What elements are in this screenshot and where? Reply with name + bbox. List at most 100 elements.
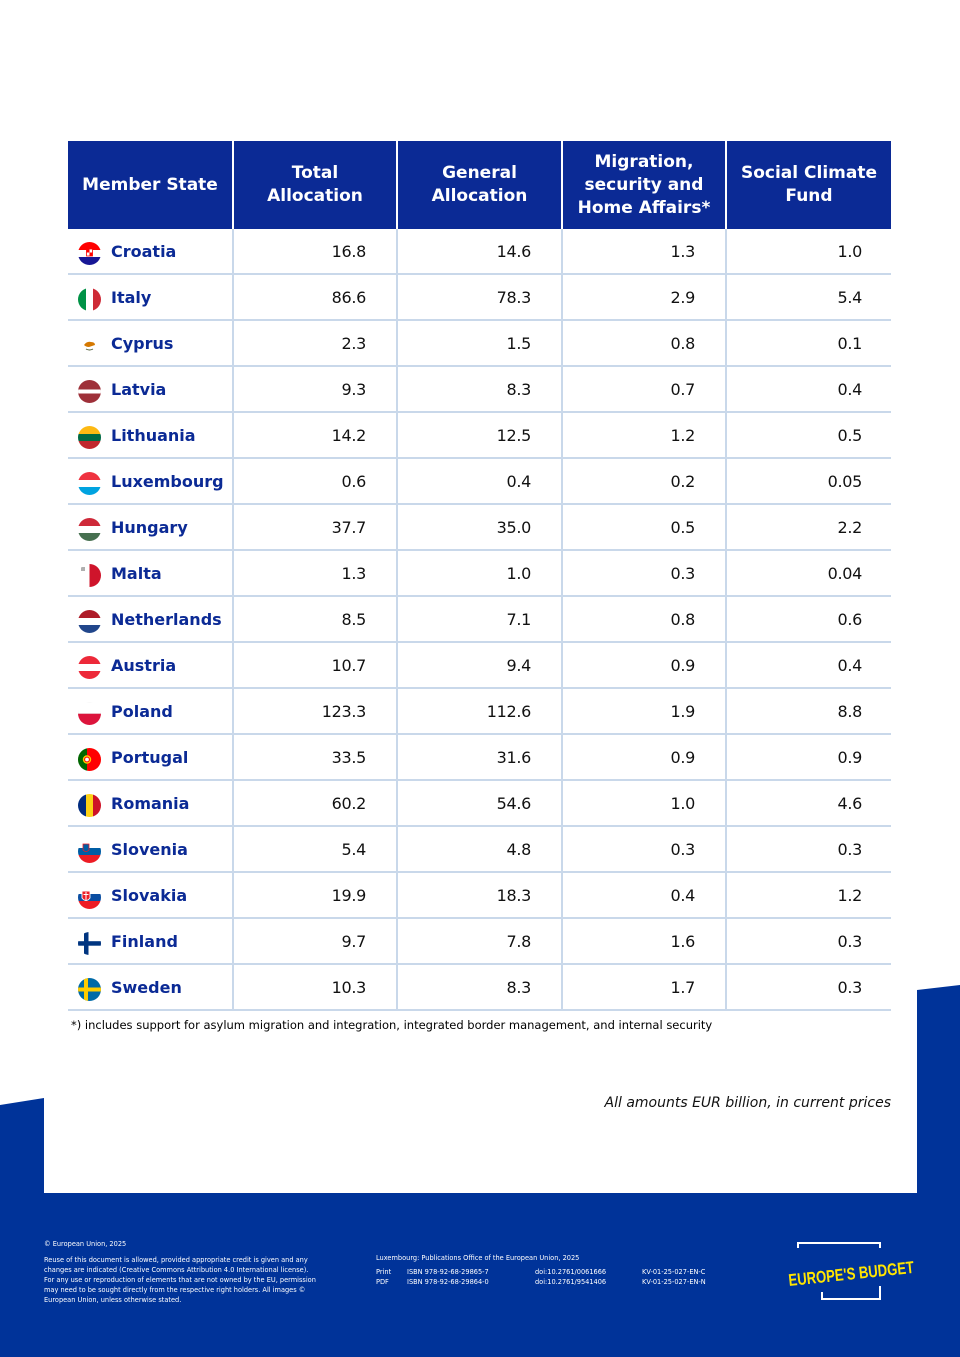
table-row: Netherlands 8.5 7.1 0.8 0.6	[68, 596, 891, 643]
allocation-table-container: Member State Total Allocation General Al…	[68, 141, 891, 1011]
cell-migration: 1.0	[562, 780, 727, 827]
cell-total-allocation: 14.2	[233, 412, 398, 459]
state-name: Luxembourg	[111, 471, 224, 491]
cell-migration: 0.8	[562, 320, 727, 367]
print-catalogue: KV-01-25-027-EN-C	[642, 1268, 706, 1276]
state-name: Slovakia	[111, 885, 188, 905]
cell-migration: 1.3	[562, 229, 727, 275]
romania-flag-icon	[78, 793, 101, 817]
poland-flag-icon	[78, 701, 101, 725]
cell-member-state: Malta	[68, 550, 234, 597]
malta-flag-icon	[78, 563, 101, 587]
footnote: *) includes support for asylum migration…	[71, 1018, 713, 1032]
cell-member-state: Slovenia	[68, 826, 234, 873]
cell-total-allocation: 37.7	[233, 504, 398, 551]
cell-member-state: Italy	[68, 274, 234, 321]
cell-total-allocation: 86.6	[233, 274, 398, 321]
cell-migration: 1.7	[562, 964, 727, 1011]
cell-total-allocation: 0.6	[233, 458, 398, 505]
table-row: Luxembourg 0.6 0.4 0.2 0.05	[68, 458, 891, 505]
cyprus-flag-icon	[78, 333, 101, 357]
cell-member-state: Hungary	[68, 504, 234, 551]
table-row: Croatia 16.8 14.6 1.3 1.0	[68, 229, 891, 275]
cell-general-allocation: 7.8	[397, 918, 563, 965]
table-row: Lithuania 14.2 12.5 1.2 0.5	[68, 412, 891, 459]
cell-social-climate: 0.04	[726, 550, 891, 597]
cell-member-state: Latvia	[68, 366, 234, 413]
print-label: Print	[376, 1268, 392, 1276]
cell-social-climate: 2.2	[726, 504, 891, 551]
state-name: Netherlands	[111, 609, 222, 629]
cell-member-state: Romania	[68, 780, 234, 827]
svg-text:EUROPE'S BUDGET: EUROPE'S BUDGET	[788, 1258, 916, 1290]
cell-general-allocation: 8.3	[397, 964, 563, 1011]
print-doi: doi:10.2761/0061666	[535, 1268, 607, 1276]
cell-social-climate: 0.4	[726, 366, 891, 413]
cell-social-climate: 0.9	[726, 734, 891, 781]
austria-flag-icon	[78, 655, 101, 679]
cell-total-allocation: 60.2	[233, 780, 398, 827]
table-row: Slovenia 5.4 4.8 0.3 0.3	[68, 826, 891, 873]
cell-total-allocation: 33.5	[233, 734, 398, 781]
cell-general-allocation: 1.0	[397, 550, 563, 597]
cell-social-climate: 1.0	[726, 229, 891, 275]
cell-member-state: Lithuania	[68, 412, 234, 459]
europes-budget-logo: EUROPE'S BUDGET	[788, 1242, 916, 1300]
table-row: Romania 60.2 54.6 1.0 4.6	[68, 780, 891, 827]
table-row: Cyprus 2.3 1.5 0.8 0.1	[68, 320, 891, 367]
croatia-flag-icon	[78, 241, 101, 265]
state-name: Slovenia	[111, 839, 188, 859]
table-header-row: Member State Total Allocation General Al…	[68, 141, 891, 229]
reuse-line: changes are indicated (Creative Commons …	[44, 1266, 309, 1274]
cell-total-allocation: 9.3	[233, 366, 398, 413]
cell-member-state: Netherlands	[68, 596, 234, 643]
state-name: Portugal	[111, 747, 189, 767]
cell-member-state: Portugal	[68, 734, 234, 781]
state-name: Romania	[111, 793, 190, 813]
table-row: Austria 10.7 9.4 0.9 0.4	[68, 642, 891, 689]
cell-general-allocation: 0.4	[397, 458, 563, 505]
table-row: Slovakia 19.9 18.3 0.4 1.2	[68, 872, 891, 919]
cell-migration: 0.9	[562, 734, 727, 781]
cell-general-allocation: 35.0	[397, 504, 563, 551]
cell-social-climate: 1.2	[726, 872, 891, 919]
header-member-state: Member State	[68, 141, 234, 229]
cell-migration: 0.3	[562, 550, 727, 597]
cell-migration: 0.4	[562, 872, 727, 919]
cell-member-state: Croatia	[68, 229, 234, 275]
cell-migration: 0.5	[562, 504, 727, 551]
italy-flag-icon	[78, 287, 101, 311]
cell-member-state: Luxembourg	[68, 458, 234, 505]
table-row: Sweden 10.3 8.3 1.7 0.3	[68, 964, 891, 1011]
portugal-flag-icon	[78, 747, 101, 771]
cell-migration: 1.9	[562, 688, 727, 735]
cell-total-allocation: 5.4	[233, 826, 398, 873]
state-name: Austria	[111, 655, 177, 675]
table-row: Latvia 9.3 8.3 0.7 0.4	[68, 366, 891, 413]
allocation-table: Member State Total Allocation General Al…	[68, 141, 891, 1011]
cell-migration: 0.3	[562, 826, 727, 873]
luxembourg-flag-icon	[78, 471, 101, 495]
reuse-line: For any use or reproduction of elements …	[44, 1276, 316, 1284]
cell-social-climate: 5.4	[726, 274, 891, 321]
cell-total-allocation: 10.3	[233, 964, 398, 1011]
pdf-isbn: ISBN 978-92-68-29864-0	[407, 1278, 489, 1286]
cell-social-climate: 0.1	[726, 320, 891, 367]
cell-social-climate: 4.6	[726, 780, 891, 827]
cell-total-allocation: 1.3	[233, 550, 398, 597]
cell-general-allocation: 8.3	[397, 366, 563, 413]
sweden-flag-icon	[78, 977, 101, 1001]
table-row: Poland 123.3 112.6 1.9 8.8	[68, 688, 891, 735]
cell-social-climate: 0.3	[726, 918, 891, 965]
table-row: Malta 1.3 1.0 0.3 0.04	[68, 550, 891, 597]
cell-migration: 0.8	[562, 596, 727, 643]
state-name: Lithuania	[111, 425, 196, 445]
cell-social-climate: 0.4	[726, 642, 891, 689]
cell-migration: 0.2	[562, 458, 727, 505]
pdf-doi: doi:10.2761/9541406	[535, 1278, 607, 1286]
cell-total-allocation: 10.7	[233, 642, 398, 689]
cell-migration: 0.9	[562, 642, 727, 689]
cell-member-state: Cyprus	[68, 320, 234, 367]
cell-social-climate: 0.6	[726, 596, 891, 643]
cell-migration: 1.2	[562, 412, 727, 459]
